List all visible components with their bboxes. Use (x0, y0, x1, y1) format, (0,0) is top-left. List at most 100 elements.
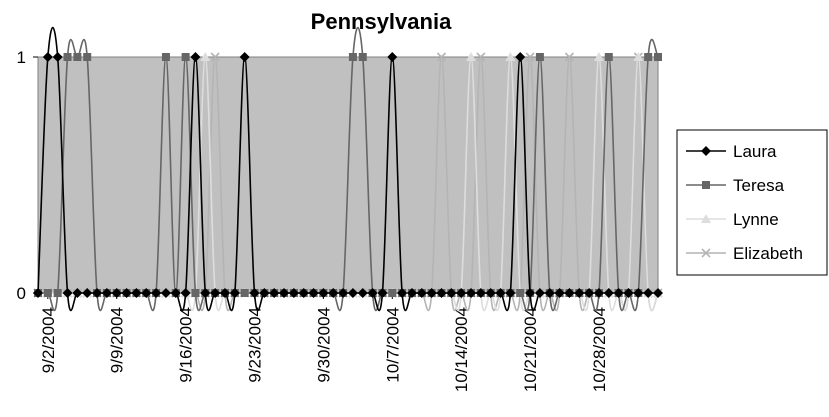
data-point-lynne (466, 52, 477, 61)
data-point-lynne (200, 52, 211, 61)
data-point-laura (328, 288, 339, 298)
y-tick-label: 1 (17, 48, 26, 67)
x-tick-label: 10/21/2004 (521, 307, 540, 392)
data-point-laura (653, 288, 663, 298)
data-point-laura (141, 288, 152, 298)
data-point-laura (456, 288, 467, 298)
y-axis: 01 (17, 48, 38, 303)
data-point-laura (269, 288, 280, 298)
x-tick-label: 9/9/2004 (108, 307, 127, 373)
data-point-laura (485, 288, 496, 298)
data-point-laura (62, 288, 73, 298)
series-layer (33, 26, 663, 312)
data-point-laura (416, 288, 427, 298)
data-point-teresa (535, 53, 544, 61)
data-point-laura (160, 288, 171, 298)
data-point-laura (436, 288, 447, 298)
data-point-laura (151, 288, 162, 298)
legend-label-lynne: Lynne (733, 210, 779, 229)
series-laura (33, 26, 663, 312)
data-point-teresa (181, 53, 190, 61)
data-point-teresa (358, 53, 367, 61)
data-point-laura (72, 288, 83, 298)
data-point-laura (357, 288, 368, 298)
data-point-laura (564, 288, 575, 298)
data-point-teresa (191, 289, 200, 297)
data-point-laura (534, 288, 545, 298)
data-point-teresa (161, 53, 170, 61)
data-point-laura (544, 288, 555, 298)
data-point-laura (554, 288, 565, 298)
chart-title: Pennsylvania (311, 9, 452, 34)
data-point-laura (584, 288, 595, 298)
legend-marker-elizabeth (701, 248, 711, 258)
x-tick-label: 9/30/2004 (314, 307, 333, 383)
data-point-laura (387, 52, 398, 62)
data-point-laura (219, 288, 230, 298)
legend-marker-lynne (701, 214, 711, 223)
data-point-teresa (53, 289, 62, 297)
data-point-teresa (644, 53, 653, 61)
data-point-teresa (73, 53, 82, 61)
data-point-laura (318, 288, 329, 298)
data-point-laura (229, 288, 240, 298)
data-point-laura (367, 288, 378, 298)
data-point-lynne (633, 52, 644, 61)
data-point-teresa (63, 53, 72, 61)
data-point-elizabeth (436, 52, 447, 62)
data-point-laura (259, 288, 270, 298)
legend-label-teresa: Teresa (733, 176, 785, 195)
data-point-laura (121, 288, 132, 298)
data-point-laura (288, 288, 299, 298)
legend-box (676, 129, 828, 276)
data-point-laura (495, 288, 506, 298)
data-point-laura (210, 288, 221, 298)
data-point-laura (131, 288, 142, 298)
data-point-laura (111, 288, 122, 298)
data-point-teresa (388, 289, 397, 297)
data-point-laura (446, 288, 457, 298)
data-point-laura (525, 288, 536, 298)
data-point-laura (515, 52, 526, 62)
data-point-lynne (505, 52, 516, 61)
data-point-laura (82, 288, 93, 298)
data-point-elizabeth (564, 52, 574, 62)
data-point-laura (190, 52, 201, 62)
data-point-laura (426, 288, 437, 298)
data-point-laura (42, 52, 53, 62)
data-point-laura (406, 288, 417, 298)
data-point-laura (249, 288, 260, 298)
data-point-laura (347, 288, 358, 298)
x-tick-label: 9/2/2004 (39, 307, 58, 373)
data-point-laura (574, 288, 585, 298)
legend-marker-laura (701, 146, 711, 156)
data-point-laura (200, 288, 211, 298)
data-point-teresa (516, 289, 525, 297)
data-point-elizabeth (525, 52, 535, 62)
data-point-teresa (604, 53, 613, 61)
data-point-teresa (348, 53, 357, 61)
data-point-laura (377, 288, 388, 298)
data-point-lynne (593, 52, 604, 61)
data-point-laura (643, 288, 654, 298)
data-point-laura (298, 288, 309, 298)
data-point-laura (180, 288, 191, 298)
legend-label-elizabeth: Elizabeth (733, 244, 803, 263)
data-point-teresa (83, 53, 92, 61)
data-point-laura (52, 52, 63, 62)
data-point-teresa (240, 289, 249, 297)
data-point-laura (101, 288, 112, 298)
data-point-laura (603, 288, 614, 298)
legend-label-laura: Laura (733, 142, 777, 161)
data-point-laura (239, 52, 250, 62)
x-axis: 9/2/2004 9/9/2004 9/16/2004 9/23/2004 9/30/2… (37, 293, 659, 392)
data-point-laura (279, 288, 290, 298)
data-point-laura (613, 288, 624, 298)
legend-marker-teresa (702, 181, 710, 189)
x-tick-label: 9/16/2004 (177, 307, 196, 383)
data-point-laura (466, 288, 477, 298)
data-point-elizabeth (476, 52, 486, 62)
data-point-laura (623, 288, 634, 298)
data-point-laura (475, 288, 486, 298)
